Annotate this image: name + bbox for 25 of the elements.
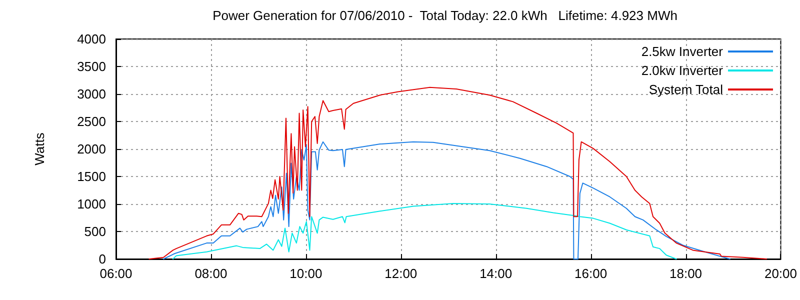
y-tick-label: 1000 — [77, 196, 106, 212]
y-tick-label: 1500 — [77, 169, 106, 184]
x-tick-label: 20:00 — [764, 266, 798, 281]
y-tick-label: 2500 — [77, 114, 106, 129]
x-tick-label: 06:00 — [100, 266, 132, 281]
y-tick-label: 3500 — [77, 59, 106, 74]
line-series — [172, 202, 677, 260]
x-tick-label: 18:00 — [670, 266, 702, 281]
y-tick-label: 500 — [84, 224, 106, 239]
x-tick-label: 08:00 — [194, 266, 228, 281]
legend-label: System Total — [648, 82, 724, 97]
legend-label: 2.0kw Inverter — [641, 63, 724, 78]
x-tick-label: 14:00 — [480, 266, 512, 281]
x-tick-label: 16:00 — [574, 266, 608, 281]
legend-label: 2.5kw Inverter — [641, 44, 724, 59]
y-tick-label: 0 — [98, 252, 106, 266]
line-series — [148, 86, 767, 260]
y-tick-label: 4000 — [77, 32, 106, 46]
y-tick-label: 3000 — [77, 86, 106, 102]
chart-title: Power Generation for 07/06/2010 - Total Today: 22.0 kWh Lifetime: 4.923 MWh — [212, 8, 678, 23]
line-series — [162, 141, 730, 260]
y-axis-title: Watts — [32, 132, 47, 166]
y-tick-label: 2000 — [77, 142, 106, 156]
x-tick-label: 10:00 — [290, 266, 322, 281]
x-tick-label: 12:00 — [384, 266, 418, 281]
